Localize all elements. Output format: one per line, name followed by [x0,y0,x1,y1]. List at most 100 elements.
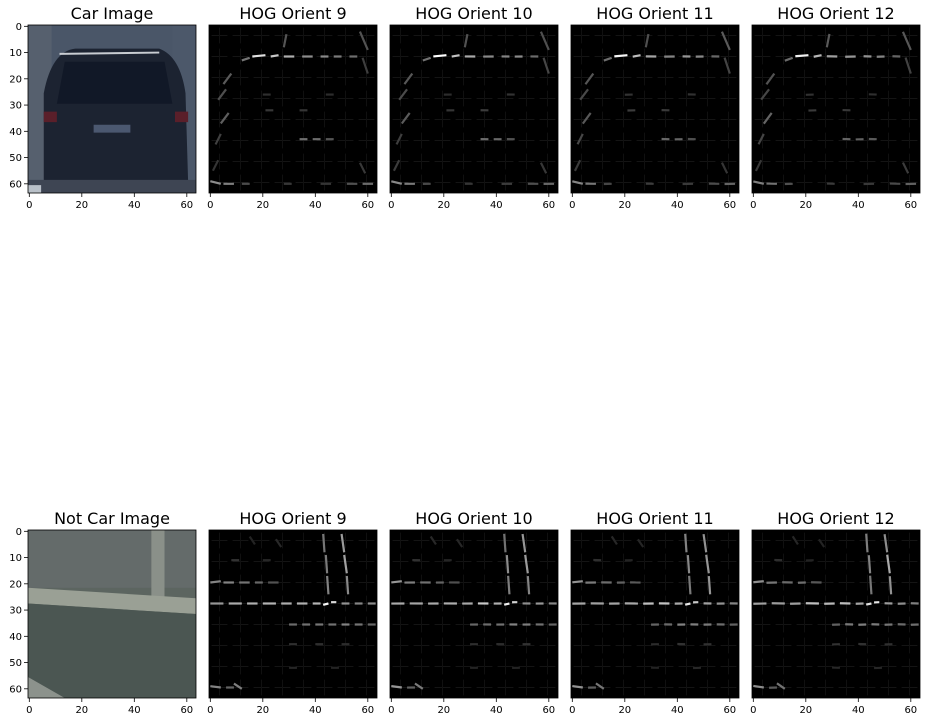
x-tick-label: 20 [618,705,631,716]
x-tick-label: 0 [26,200,32,211]
hog-gradient-segment [573,159,582,172]
hog-gradient-segment [400,112,411,125]
photo-upper-wall [28,530,196,588]
x-tick-label: 40 [309,705,322,716]
hog-background [571,25,739,193]
hog-gradient-segment [210,180,222,185]
y-tick-label: 10 [9,48,22,59]
hog-gradient-segment [524,554,529,574]
subplot-3: HOG Orient 10 0 20 40 60 [388,4,559,211]
hog-gradient-segment [901,31,912,51]
subplot-title: HOG Orient 9 [239,509,346,528]
photo-lane-mark [28,677,65,698]
hog-gradient-segment [214,133,222,145]
x-tick-label: 0 [750,200,756,211]
x-tick-label: 20 [437,200,450,211]
y-tick-label: 40 [9,127,22,138]
hog-gradient-segment [720,31,731,51]
x-tick-label: 60 [542,200,555,211]
hog-gradient-segment [222,72,233,85]
hog-gradient-segment [705,554,710,574]
x-tick-label: 0 [26,705,32,716]
hog-gradient-segment [702,533,708,553]
x-tick-label: 40 [490,200,503,211]
subplot-image [571,530,739,698]
hog-background [209,530,377,698]
subplot-title: HOG Orient 12 [777,509,894,528]
hog-gradient-segment [322,533,326,553]
hog-gradient-segment [614,54,628,58]
y-tick-label: 0 [16,527,22,538]
x-tick-label: 40 [309,200,322,211]
hog-gradient-segment [210,580,221,584]
y-tick-label: 40 [9,632,22,643]
hog-gradient-segment [610,535,618,546]
hog-gradient-segment [784,56,794,62]
hog-gradient-segment [505,554,510,574]
subplot-title: HOG Orient 12 [777,4,894,23]
hog-gradient-segment [572,580,583,584]
x-tick-label: 60 [361,200,374,211]
hog-gradient-segment [526,575,531,595]
y-tick-label: 20 [9,74,22,85]
hog-gradient-segment [391,685,402,689]
hog-gradient-segment [324,554,329,574]
hog-gradient-segment [210,685,221,689]
subplot-image [390,25,558,193]
hog-gradient-segment [429,535,437,546]
hog-gradient-segment [503,533,507,553]
hog-gradient-segment [403,72,414,85]
axes-frame [27,529,197,699]
x-tick-label: 40 [852,200,865,211]
hog-gradient-segment [398,88,408,101]
photo-roof-highlight [59,51,160,55]
x-tick-label: 60 [723,200,736,211]
y-tick-label: 60 [9,684,22,695]
subplot-title: HOG Orient 11 [596,4,713,23]
x-tick-label: 60 [542,705,555,716]
photo-pole [151,530,165,607]
hog-gradient-segment [707,576,712,595]
subplot-title: HOG Orient 10 [415,4,532,23]
hog-gradient-segment [776,682,786,690]
hog-gradient-segment [456,538,464,548]
hog-gradient-segment [686,555,691,574]
photo-left-taillight [43,111,57,123]
photo-right-taillight [175,111,189,123]
hog-gradient-segment [795,54,809,58]
hog-gradient-segment [825,33,831,48]
hog-gradient-segment [414,682,424,690]
axes-frame [570,529,740,699]
x-tick-label: 0 [569,705,575,716]
subplot-image [390,530,558,698]
hog-gradient-segment [451,54,460,58]
axes-frame [389,24,559,194]
subplot-7: HOG Orient 9 0 20 40 60 [207,509,378,716]
hog-gradient-segment [684,533,688,553]
hog-gradient-segment [539,162,548,174]
hog-gradient-segment [340,533,346,553]
photo-road [28,603,196,698]
x-tick-label: 0 [207,705,213,716]
hog-gradient-segment [391,580,402,584]
subplot-image [209,530,377,698]
hog-gradient-segment [760,88,770,101]
hog-gradient-segment [433,54,447,58]
subplot-image [28,25,196,193]
hog-gradient-segment [248,535,256,546]
hog-gradient-segment [233,682,243,690]
x-tick-label: 60 [904,705,917,716]
hog-gradient-segment [813,54,822,58]
hog-gradient-segment [252,54,266,58]
hog-gradient-segment [901,162,910,174]
subplot-8: HOG Orient 10 0 20 40 60 [388,509,559,716]
hog-gradient-segment [723,57,731,74]
subplot-image [571,25,739,193]
hog-gradient-segment [818,538,826,548]
hog-gradient-segment [791,535,799,546]
subplot-1: Car Image 0 20 40 60 0 10 20 30 40 50 60 [9,4,197,211]
hog-gradient-segment [521,533,527,553]
hog-gradient-segment [883,534,889,553]
hog-gradient-segment [211,159,220,172]
hog-gradient-segment [241,56,251,62]
